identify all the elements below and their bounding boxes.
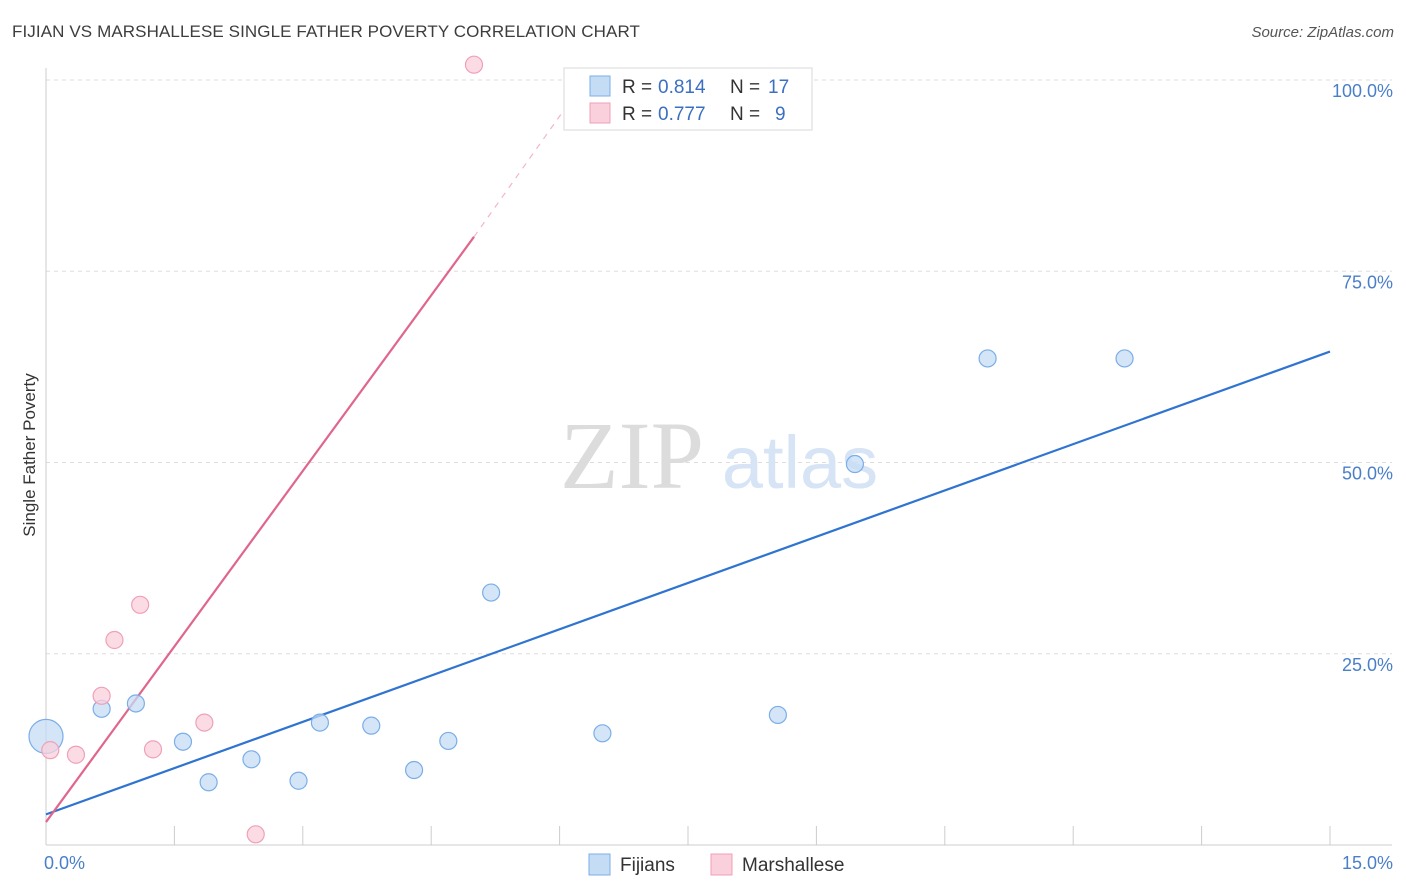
- legend-swatch-fijians: [589, 75, 611, 97]
- bottom-legend-marshallese: Marshallese: [742, 855, 844, 876]
- legend-r-value-fijians: 0.814: [658, 77, 706, 98]
- bottom-legend-fijians: Fijians: [620, 855, 675, 876]
- point-marshallese-5: [143, 740, 163, 759]
- legend-n-label: N =: [730, 77, 760, 98]
- legend-n-value-fijians: 17: [768, 77, 789, 98]
- legend-r-value-marshallese: 0.777: [658, 104, 706, 125]
- point-fijians-6: [289, 771, 308, 790]
- data-points: [28, 55, 1134, 844]
- legend-n-value-marshallese: 9: [775, 104, 786, 125]
- point-marshallese-2: [92, 686, 111, 705]
- legend-r-label: R =: [622, 77, 652, 98]
- point-fijians-13: [768, 705, 787, 725]
- series-legend: Fijians Marshallese: [588, 853, 844, 876]
- point-fijians-12: [593, 724, 612, 743]
- y-tick-labels: 25.0% 50.0% 75.0% 100.0%: [1332, 81, 1393, 675]
- source-label: Source: ZipAtlas.com: [1251, 24, 1394, 41]
- watermark-zip: ZIP: [560, 402, 704, 509]
- point-marshallese-0: [41, 741, 60, 760]
- point-fijians-14: [845, 454, 865, 474]
- point-fijians-5: [242, 750, 261, 769]
- watermark: ZIP atlas: [560, 402, 878, 509]
- y-tick-label-50: 50.0%: [1342, 464, 1393, 484]
- point-fijians-7: [310, 713, 330, 732]
- trend-line-fijians: [45, 350, 1331, 816]
- trend-line-marshallese: [45, 236, 475, 823]
- point-marshallese-1: [66, 745, 86, 764]
- legend-swatch-marshallese: [589, 102, 611, 124]
- stats-legend: R = 0.814 N = 17 R = 0.777 N = 9: [563, 67, 813, 131]
- y-tick-label-100: 100.0%: [1332, 81, 1393, 101]
- axes: [45, 68, 1392, 846]
- point-marshallese-3: [105, 630, 124, 650]
- point-fijians-16: [1115, 349, 1134, 368]
- legend-n-label-2: N =: [730, 104, 760, 125]
- bottom-legend-swatch-marshallese: [710, 853, 733, 876]
- chart-title: FIJIAN VS MARSHALLESE SINGLE FATHER POVE…: [12, 22, 641, 41]
- bottom-legend-swatch-fijians: [588, 853, 611, 876]
- legend-r-label-2: R =: [622, 104, 652, 125]
- x-tick-labels: 0.0% 15.0%: [44, 853, 1393, 873]
- gridlines: [46, 79, 1392, 655]
- point-marshallese-8: [464, 55, 484, 74]
- y-tick-label-25: 25.0%: [1342, 655, 1393, 675]
- point-marshallese-7: [246, 825, 265, 844]
- point-fijians-15: [978, 349, 997, 368]
- point-fijians-11: [482, 583, 501, 602]
- point-fijians-8: [362, 716, 381, 735]
- point-fijians-4: [199, 773, 218, 792]
- y-axis-label: Single Father Poverty: [20, 373, 39, 537]
- point-fijians-3: [173, 732, 193, 751]
- x-tick-label-max: 15.0%: [1342, 853, 1393, 873]
- point-fijians-10: [439, 731, 458, 751]
- y-tick-label-75: 75.0%: [1342, 272, 1393, 292]
- point-marshallese-4: [131, 595, 150, 614]
- x-tick-label-min: 0.0%: [44, 853, 85, 873]
- point-fijians-9: [404, 760, 424, 780]
- point-marshallese-6: [195, 713, 214, 732]
- point-fijians-2: [126, 694, 145, 713]
